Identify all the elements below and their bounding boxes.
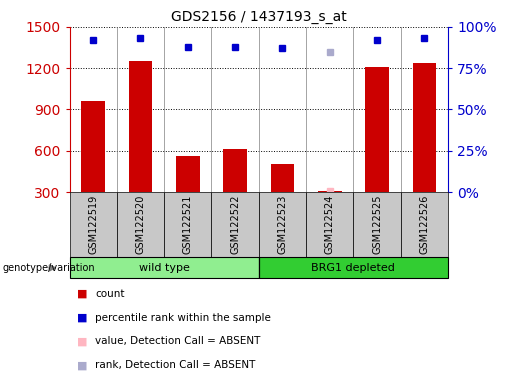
Text: wild type: wild type xyxy=(139,263,190,273)
Text: GSM122525: GSM122525 xyxy=(372,195,382,254)
Text: GSM122526: GSM122526 xyxy=(419,195,430,254)
Text: BRG1 depleted: BRG1 depleted xyxy=(312,263,396,273)
Text: percentile rank within the sample: percentile rank within the sample xyxy=(95,313,271,323)
Bar xyxy=(117,192,164,257)
Bar xyxy=(318,190,341,233)
Text: GSM122519: GSM122519 xyxy=(88,195,98,254)
Bar xyxy=(164,192,212,257)
Text: ■: ■ xyxy=(77,289,88,299)
Bar xyxy=(81,101,105,233)
Text: GSM122520: GSM122520 xyxy=(135,195,146,254)
Text: GSM122524: GSM122524 xyxy=(325,195,335,254)
Bar xyxy=(259,192,306,257)
Bar xyxy=(270,164,294,233)
Title: GDS2156 / 1437193_s_at: GDS2156 / 1437193_s_at xyxy=(171,10,347,25)
Bar xyxy=(353,192,401,257)
Text: count: count xyxy=(95,289,125,299)
Text: GSM122522: GSM122522 xyxy=(230,195,240,254)
Bar xyxy=(70,192,117,257)
Bar xyxy=(306,192,353,257)
Text: rank, Detection Call = ABSENT: rank, Detection Call = ABSENT xyxy=(95,360,255,370)
Bar xyxy=(365,67,389,233)
Bar xyxy=(129,61,152,233)
Text: ■: ■ xyxy=(77,360,88,370)
Bar xyxy=(401,192,448,257)
Text: GSM122521: GSM122521 xyxy=(183,195,193,254)
Bar xyxy=(176,156,200,233)
Bar xyxy=(212,192,259,257)
Bar xyxy=(259,257,448,278)
Bar xyxy=(70,257,259,278)
Bar xyxy=(224,149,247,233)
Text: genotype/variation: genotype/variation xyxy=(3,263,95,273)
Bar xyxy=(413,63,436,233)
Text: GSM122523: GSM122523 xyxy=(278,195,287,254)
Text: ■: ■ xyxy=(77,313,88,323)
Text: ■: ■ xyxy=(77,336,88,346)
Text: value, Detection Call = ABSENT: value, Detection Call = ABSENT xyxy=(95,336,261,346)
